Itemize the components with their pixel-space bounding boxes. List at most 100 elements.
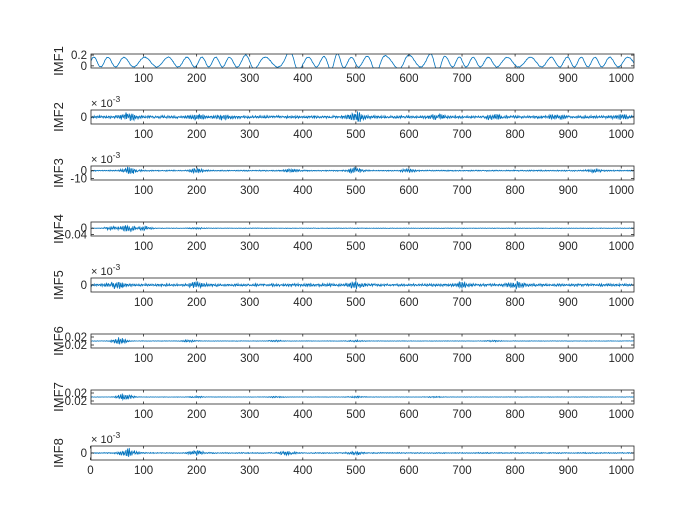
- y-tick-label: 0: [81, 112, 87, 124]
- x-tick-label: 600: [399, 241, 418, 253]
- x-tick-label: 1000: [608, 465, 634, 477]
- x-tick-label: 100: [134, 353, 153, 365]
- y-tick-label: 0: [81, 223, 87, 235]
- x-tick-label: 500: [346, 73, 365, 85]
- imf-panel-5: 100 200 300 400 500 600 700 800 900 1000 0 IMF5 × 10…: [51, 262, 635, 309]
- imf-panel-1: 100 200 300 400 500 600 700 800 900 1000 00.2 IMF1: [51, 46, 635, 85]
- x-tick-label: 200: [187, 353, 206, 365]
- x-tick-label: 300: [240, 73, 259, 85]
- x-tick-label: 500: [346, 129, 365, 141]
- x-tick-label: 500: [346, 185, 365, 197]
- x-tick-label: 200: [187, 297, 206, 309]
- x-tick-label: 900: [559, 353, 578, 365]
- x-tick-label: 700: [452, 297, 471, 309]
- x-tick-label: 400: [293, 353, 312, 365]
- x-tick-label: 400: [293, 241, 312, 253]
- x-tick-label: 100: [134, 185, 153, 197]
- x-tick-label: 800: [506, 409, 525, 421]
- x-tick-label: 100: [134, 73, 153, 85]
- y-tick-label: -0.04: [61, 229, 88, 241]
- imf-panel-7: 100 200 300 400 500 600 700 800 900 1000 -0.020.02…: [51, 382, 635, 421]
- x-tick-label: 100: [134, 409, 153, 421]
- y-tick-label: 0: [81, 61, 87, 73]
- x-tick-label: 800: [506, 465, 525, 477]
- x-tick-label: 800: [506, 241, 525, 253]
- y-axis-label: IMF4: [51, 214, 66, 244]
- axes-box: [90, 389, 635, 405]
- x-tick-label: 600: [399, 73, 418, 85]
- y-tick-label: 0.02: [65, 388, 87, 400]
- x-tick-label: 700: [452, 185, 471, 197]
- x-tick-label: 100: [134, 465, 153, 477]
- x-tick-label: 1000: [608, 185, 634, 197]
- x-tick-label: 200: [187, 241, 206, 253]
- axes-box: [90, 333, 635, 349]
- x-tick-label: 900: [559, 241, 578, 253]
- y-axis-label: IMF5: [51, 270, 66, 300]
- y-exponent-label: × 10-3: [91, 262, 121, 278]
- y-tick-label: -0.02: [61, 340, 87, 352]
- x-tick-label: 200: [187, 73, 206, 85]
- imf-signal-line: [91, 337, 634, 345]
- x-tick-label: 700: [452, 241, 471, 253]
- axes-box: [90, 165, 635, 181]
- x-tick-label: 300: [240, 185, 259, 197]
- x-tick-label: 400: [293, 185, 312, 197]
- x-tick-label: 700: [452, 409, 471, 421]
- imf-panel-3: 100 200 300 400 500 600 700 800 900 1000 -100 IMF3 ×…: [51, 150, 635, 197]
- x-tick-label: 100: [134, 129, 153, 141]
- y-tick-label: 0.2: [71, 50, 87, 62]
- x-tick-label: 800: [506, 129, 525, 141]
- x-tick-label: 500: [346, 465, 365, 477]
- y-exponent-label: × 10-3: [91, 430, 121, 446]
- x-tick-label: 700: [452, 129, 471, 141]
- x-tick-label: 0: [87, 465, 93, 477]
- imf-panel-8: 0 100 200 300 400 500 600 700 800 900 1000 0 IMF8 × 1…: [51, 430, 635, 477]
- x-tick-label: 500: [346, 353, 365, 365]
- x-tick-label: 600: [399, 409, 418, 421]
- x-tick-label: 300: [240, 465, 259, 477]
- x-tick-label: 400: [293, 409, 312, 421]
- imf-panel-2: 100 200 300 400 500 600 700 800 900 1000 0 IMF2 × 10…: [51, 94, 635, 141]
- y-tick-label: 0: [81, 448, 87, 460]
- x-tick-label: 1000: [608, 297, 634, 309]
- x-tick-label: 500: [346, 241, 365, 253]
- imf-signal-line: [91, 224, 634, 233]
- y-tick-label: 0.02: [65, 332, 87, 344]
- x-tick-label: 900: [559, 465, 578, 477]
- x-tick-label: 1000: [608, 353, 634, 365]
- x-tick-label: 900: [559, 409, 578, 421]
- y-exponent-label: × 10-3: [91, 150, 121, 166]
- x-tick-label: 800: [506, 353, 525, 365]
- x-tick-label: 600: [399, 129, 418, 141]
- x-tick-label: 300: [240, 297, 259, 309]
- x-tick-label: 400: [293, 129, 312, 141]
- x-tick-label: 700: [452, 353, 471, 365]
- x-tick-label: 300: [240, 129, 259, 141]
- x-tick-label: 800: [506, 73, 525, 85]
- y-tick-label: -0.02: [61, 396, 87, 408]
- x-tick-label: 700: [452, 73, 471, 85]
- x-tick-label: 100: [134, 297, 153, 309]
- imf-panel-6: 100 200 300 400 500 600 700 800 900 1000 -0.020.02…: [51, 326, 635, 365]
- x-tick-label: 400: [293, 73, 312, 85]
- x-tick-label: 600: [399, 297, 418, 309]
- x-tick-label: 900: [559, 129, 578, 141]
- x-tick-label: 1000: [608, 73, 634, 85]
- x-tick-label: 1000: [608, 129, 634, 141]
- x-tick-label: 600: [399, 465, 418, 477]
- imf-panels: 100 200 300 400 500 600 700 800 900 100000.2IMF11…: [51, 46, 635, 477]
- axes-box: [90, 221, 635, 237]
- x-tick-label: 600: [399, 185, 418, 197]
- x-tick-label: 900: [559, 297, 578, 309]
- x-tick-label: 400: [293, 465, 312, 477]
- y-axis-label: IMF6: [51, 326, 66, 356]
- x-tick-label: 800: [506, 297, 525, 309]
- y-exponent-label: × 10-3: [91, 94, 121, 110]
- imf-signal-line: [91, 166, 634, 175]
- x-tick-label: 500: [346, 409, 365, 421]
- y-axis-label: IMF8: [51, 438, 66, 468]
- y-axis-label: IMF7: [51, 382, 66, 412]
- x-tick-label: 300: [240, 241, 259, 253]
